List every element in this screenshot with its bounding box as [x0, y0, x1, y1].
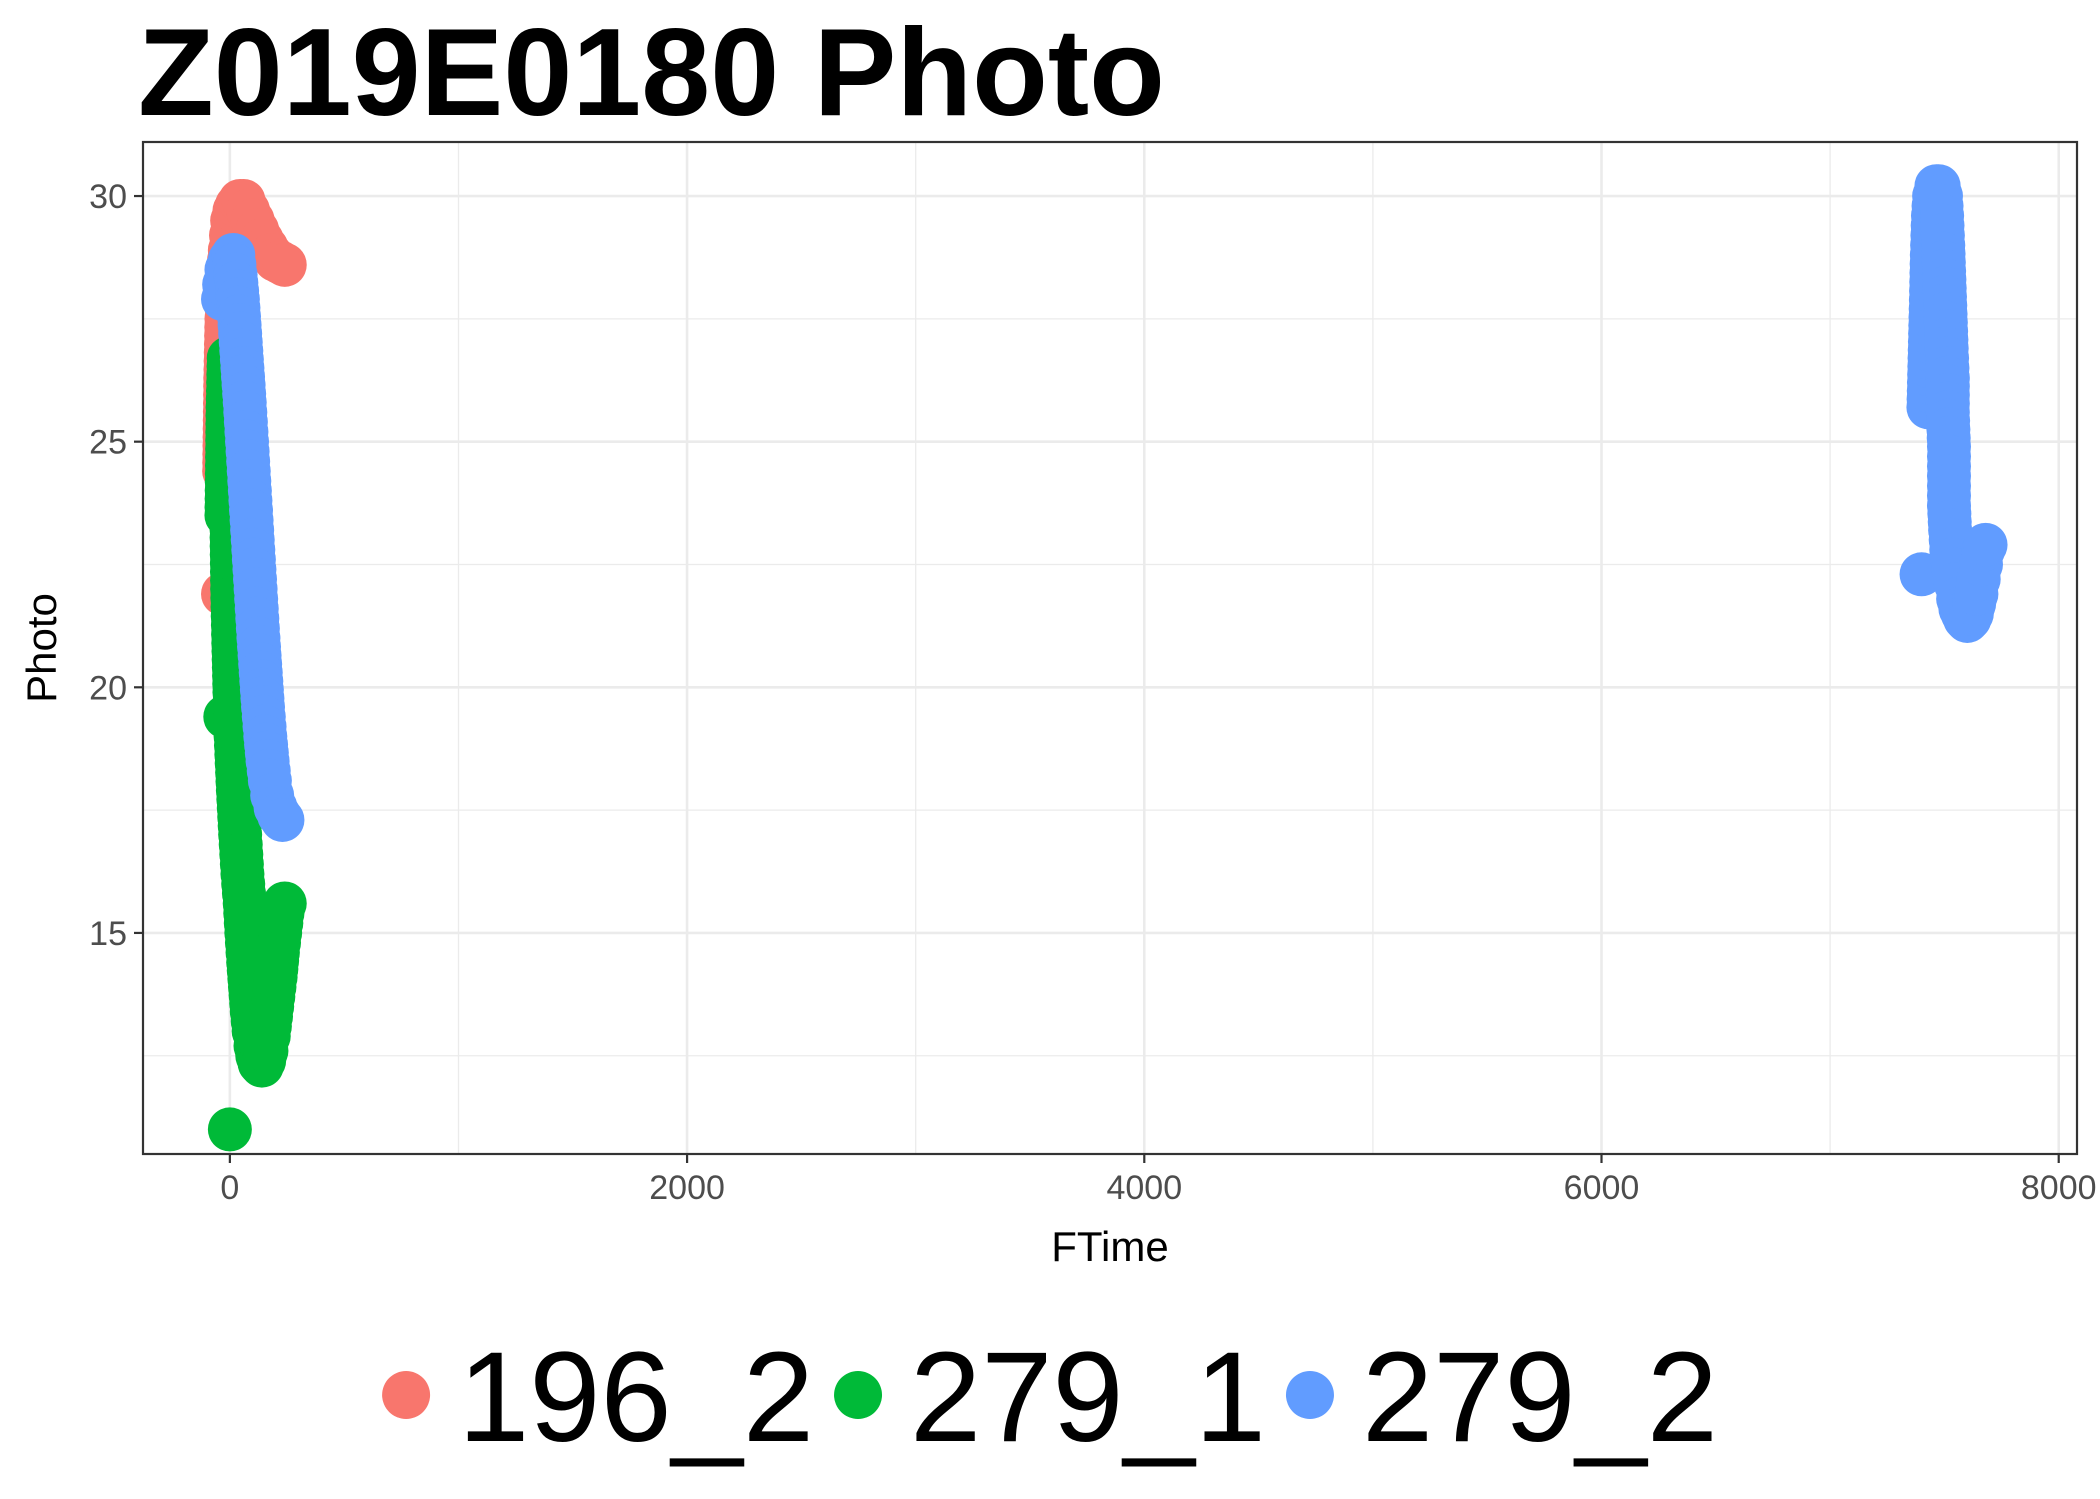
series-279_2: [201, 164, 2008, 842]
x-tick-label: 4000: [1106, 1169, 1182, 1207]
x-tick-label: 2000: [649, 1169, 725, 1207]
x-tick-label: 8000: [2021, 1169, 2097, 1207]
chart-title: Z019E0180 Photo: [138, 4, 1165, 142]
data-point: [1963, 522, 2008, 567]
y-tick-label: 25: [89, 424, 127, 462]
data-point: [260, 797, 305, 842]
x-tick-label: 0: [220, 1169, 239, 1207]
data-point: [262, 881, 307, 926]
plot-panel: [143, 142, 2077, 1154]
legend-label: 279_2: [1362, 1326, 1718, 1469]
legend-key: [834, 1371, 883, 1419]
data-point: [262, 242, 307, 287]
y-tick-label: 20: [89, 669, 127, 707]
y-axis-title: Photo: [18, 593, 65, 703]
legend: 196_2 279_1 279_2: [382, 1326, 1718, 1469]
x-axis-title: FTime: [1051, 1223, 1168, 1270]
data-point: [207, 1107, 252, 1152]
grid-lines: [143, 142, 2077, 1154]
axes: 0 2000 4000 6000 8000 15 20 25 30: [89, 178, 2096, 1207]
y-tick-label: 30: [89, 178, 127, 216]
x-tick-label: 6000: [1564, 1169, 1640, 1207]
scatter-points: [201, 164, 2008, 1152]
plot-border: [141, 140, 2079, 1156]
legend-label: 196_2: [458, 1326, 814, 1469]
legend-key: [1285, 1371, 1334, 1419]
legend-key: [382, 1371, 431, 1419]
legend-label: 279_1: [910, 1326, 1266, 1469]
y-tick-label: 15: [89, 915, 127, 953]
